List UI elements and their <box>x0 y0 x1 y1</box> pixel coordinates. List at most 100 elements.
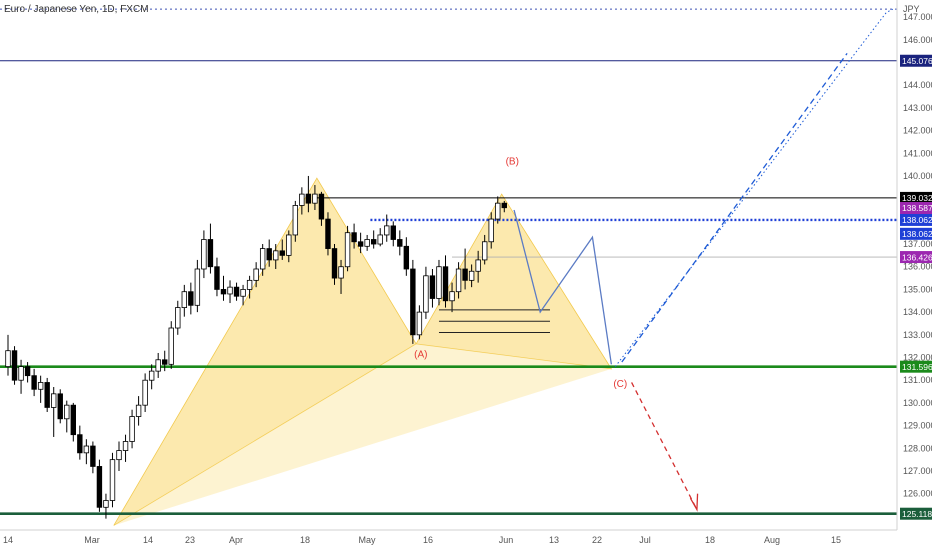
candle-28 <box>188 282 194 315</box>
candle-55 <box>364 234 370 251</box>
y-tick-10: 135.000 <box>903 284 932 294</box>
candle-59 <box>390 221 396 247</box>
candle-56 <box>370 230 377 249</box>
candle-14 <box>96 459 103 512</box>
candle-62 <box>410 259 416 344</box>
candle-47 <box>312 185 318 210</box>
candle-11 <box>77 425 83 460</box>
projection-path <box>513 209 613 365</box>
y-tick-11: 136.000 <box>903 262 932 272</box>
price-badge-text-5: 131.596 <box>902 362 932 372</box>
candle-70 <box>462 248 468 290</box>
candle-body-26 <box>175 307 181 329</box>
y-tick-2: 127.000 <box>903 466 932 476</box>
candle-body-3 <box>24 366 31 377</box>
y-tick-5: 130.000 <box>903 398 932 408</box>
candle-body-50 <box>331 248 338 279</box>
candle-body-74 <box>488 218 494 243</box>
candle-2 <box>18 359 24 394</box>
candle-body-8 <box>57 393 63 420</box>
candle-body-37 <box>246 279 253 290</box>
y-tick-22: 147.000 <box>903 12 932 22</box>
candle-body-5 <box>37 382 44 390</box>
candle-25 <box>168 321 174 369</box>
price-badge-4 <box>900 251 932 264</box>
price-badge-2 <box>900 191 932 204</box>
candle-body-35 <box>233 286 240 297</box>
candle-26 <box>175 300 181 335</box>
candle-body-73 <box>481 241 488 261</box>
candle-67 <box>442 255 449 308</box>
candle-body-51 <box>338 266 344 279</box>
candle-61 <box>403 237 410 276</box>
candle-44 <box>292 200 299 242</box>
candle-body-39 <box>259 248 266 270</box>
candle-body-36 <box>240 289 246 297</box>
candle-48 <box>318 191 325 226</box>
candle-body-46 <box>305 193 312 204</box>
price-badge-text-1: 145.076 <box>902 56 932 66</box>
candle-body-25 <box>168 327 174 365</box>
candle-63 <box>416 305 423 340</box>
x-tick-2: 14 <box>143 535 153 545</box>
candle-41 <box>273 244 279 269</box>
candle-body-76 <box>501 202 507 209</box>
candle-34 <box>227 280 233 304</box>
candle-71 <box>468 264 475 288</box>
pattern-label-0: (A) <box>414 350 427 361</box>
candle-body-41 <box>273 250 279 261</box>
candle-body-60 <box>397 239 403 247</box>
candle-body-17 <box>116 450 122 461</box>
y-tick-3: 128.000 <box>903 443 932 453</box>
candle-76 <box>501 200 507 213</box>
price-badge-1 <box>900 54 932 67</box>
x-tick-1: Mar <box>84 535 100 545</box>
candle-15 <box>103 493 109 519</box>
pattern-xbd-area <box>113 343 612 526</box>
candle-42 <box>279 239 285 260</box>
x-tick-10: 22 <box>592 535 602 545</box>
candle-7 <box>51 387 57 437</box>
y-tick-8: 133.000 <box>903 330 932 340</box>
candle-38 <box>253 262 259 288</box>
candles-layer <box>5 175 550 519</box>
candle-10 <box>70 402 76 442</box>
candle-body-55 <box>364 239 370 247</box>
price-badge-3 <box>900 213 932 226</box>
candle-body-12 <box>83 445 90 454</box>
candle-body-42 <box>279 250 285 256</box>
candle-body-43 <box>286 234 292 256</box>
candle-58 <box>384 214 390 242</box>
candle-65 <box>429 269 436 308</box>
currency-label: JPY <box>903 4 920 14</box>
candle-body-71 <box>468 270 475 281</box>
candle-body-48 <box>318 193 325 220</box>
candle-43 <box>286 230 292 263</box>
candle-body-59 <box>390 225 396 240</box>
bearish-target-dashed <box>631 382 698 510</box>
candle-5 <box>37 375 44 403</box>
x-tick-6: May <box>358 535 376 545</box>
candle-body-7 <box>51 393 57 408</box>
candle-body-0 <box>5 350 11 367</box>
candle-32 <box>214 257 220 297</box>
candle-37 <box>246 275 253 299</box>
candle-body-9 <box>64 404 70 420</box>
candle-body-21 <box>142 379 148 406</box>
candle-body-4 <box>31 375 37 390</box>
x-tick-3: 23 <box>185 535 195 545</box>
candle-body-56 <box>370 239 377 245</box>
candle-body-33 <box>220 289 227 295</box>
candle-body-67 <box>442 266 449 302</box>
y-tick-9: 134.000 <box>903 307 932 317</box>
candle-body-2 <box>18 366 24 381</box>
extra-badge-0 <box>900 202 932 215</box>
chart-title: Euro / Japanese Yen, 1D, FXCM <box>4 4 149 15</box>
candle-36 <box>240 284 246 306</box>
bullish-target-dashed <box>621 53 848 363</box>
candle-body-69 <box>455 268 462 293</box>
candle-45 <box>299 187 305 215</box>
bearish-arrow-head <box>689 493 699 512</box>
